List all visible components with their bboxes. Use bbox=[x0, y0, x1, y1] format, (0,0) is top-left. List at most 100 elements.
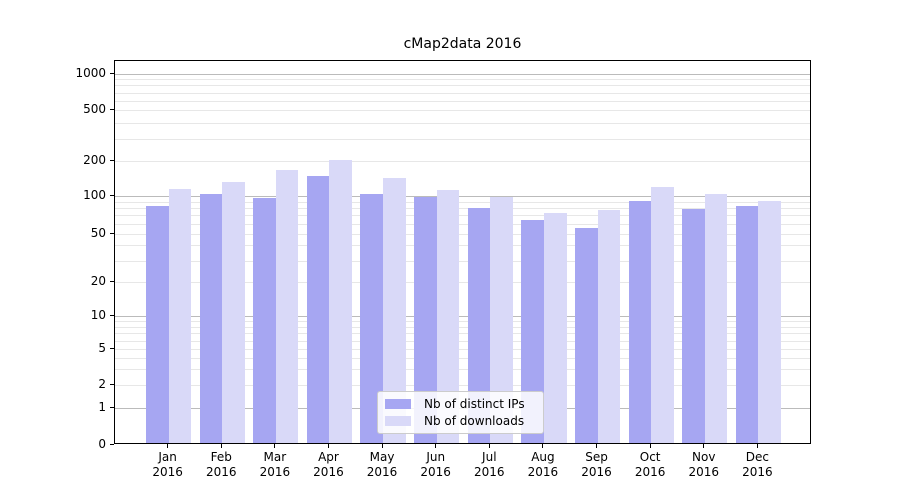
x-tick-year: 2016 bbox=[634, 465, 666, 479]
x-tick-month: Apr bbox=[318, 450, 339, 464]
legend-label-distinct-ips: Nb of distinct IPs bbox=[424, 397, 525, 411]
x-tick-label: Jun 2016 bbox=[409, 450, 463, 480]
x-tick-month: Jul bbox=[482, 450, 497, 464]
x-tick-mark bbox=[542, 444, 544, 448]
y-tick-mark bbox=[110, 160, 114, 161]
x-tick-mark bbox=[274, 444, 276, 448]
minor-gridline bbox=[115, 333, 810, 335]
bar-downloads-feb bbox=[222, 182, 245, 443]
x-tick-year: 2016 bbox=[366, 465, 398, 479]
x-tick-month: Nov bbox=[692, 450, 716, 464]
x-tick-label: May 2016 bbox=[355, 450, 409, 480]
y-tick-label: 2 bbox=[98, 377, 106, 391]
minor-gridline bbox=[115, 110, 810, 112]
minor-gridline bbox=[115, 260, 810, 262]
bar-downloads-jan bbox=[168, 189, 192, 443]
x-tick-year: 2016 bbox=[152, 465, 183, 479]
x-tick-year: 2016 bbox=[581, 465, 612, 479]
minor-gridline bbox=[115, 215, 810, 217]
minor-gridline bbox=[115, 201, 810, 203]
minor-gridline bbox=[115, 161, 810, 162]
x-tick-month: May bbox=[369, 450, 395, 464]
y-tick-label: 200 bbox=[83, 153, 106, 167]
y-tick-mark bbox=[110, 407, 114, 408]
bar-distinct-ips-jul bbox=[467, 208, 491, 443]
x-tick-label: Feb 2016 bbox=[194, 450, 248, 480]
plot-area bbox=[114, 60, 811, 444]
x-tick-label: Mar 2016 bbox=[248, 450, 302, 480]
x-tick-mark bbox=[596, 444, 598, 448]
y-tick-mark bbox=[110, 73, 114, 74]
x-tick-mark bbox=[327, 444, 329, 448]
minor-gridline bbox=[115, 92, 810, 94]
bar-distinct-ips-oct bbox=[628, 200, 652, 443]
bar-distinct-ips-jan bbox=[146, 206, 169, 443]
bar-distinct-ips-sep bbox=[574, 227, 598, 443]
y-tick-mark bbox=[110, 348, 114, 349]
x-tick-label: Jul 2016 bbox=[462, 450, 516, 480]
y-tick-mark bbox=[110, 384, 114, 385]
x-tick-label: Dec 2016 bbox=[730, 450, 784, 480]
y-tick-label: 100 bbox=[83, 188, 106, 202]
x-tick-label: Sep 2016 bbox=[570, 450, 624, 480]
x-tick-mark bbox=[488, 444, 490, 448]
x-tick-year: 2016 bbox=[313, 465, 344, 479]
minor-gridline bbox=[115, 208, 810, 210]
x-tick-month: Feb bbox=[210, 450, 232, 464]
y-tick-mark bbox=[110, 315, 114, 316]
minor-gridline bbox=[115, 100, 810, 102]
bar-downloads-jun bbox=[436, 190, 460, 443]
bar-distinct-ips-may bbox=[360, 194, 384, 443]
bar-downloads-nov bbox=[704, 194, 728, 443]
x-tick-mark bbox=[220, 444, 222, 448]
y-tick-label: 1000 bbox=[75, 65, 106, 80]
legend: Nb of distinct IPs Nb of downloads bbox=[377, 391, 544, 434]
legend-item-downloads: Nb of downloads bbox=[378, 415, 543, 427]
minor-gridline bbox=[115, 138, 810, 140]
legend-item-distinct-ips: Nb of distinct IPs bbox=[378, 398, 543, 410]
x-tick-label: Nov 2016 bbox=[677, 450, 731, 480]
x-tick-month: Jan bbox=[158, 450, 177, 464]
major-gridline bbox=[115, 73, 810, 75]
bar-distinct-ips-feb bbox=[199, 194, 223, 443]
minor-gridline bbox=[115, 321, 810, 323]
bar-distinct-ips-jun bbox=[414, 196, 437, 443]
x-tick-month: Mar bbox=[263, 450, 287, 464]
x-tick-month: Oct bbox=[639, 450, 661, 464]
minor-gridline bbox=[115, 340, 810, 342]
x-tick-month: Aug bbox=[531, 450, 555, 464]
major-gridline bbox=[115, 196, 810, 197]
x-tick-year: 2016 bbox=[688, 465, 720, 479]
x-tick-label: Aug 2016 bbox=[516, 450, 570, 480]
y-tick-label: 5 bbox=[98, 341, 106, 356]
y-tick-label: 1 bbox=[98, 400, 106, 415]
bar-downloads-aug bbox=[543, 213, 567, 443]
bar-distinct-ips-nov bbox=[682, 208, 705, 443]
minor-gridline bbox=[115, 245, 810, 247]
bar-distinct-ips-aug bbox=[521, 220, 544, 443]
bar-distinct-ips-apr bbox=[306, 175, 330, 443]
minor-gridline bbox=[115, 282, 810, 283]
x-tick-label: Apr 2016 bbox=[301, 450, 355, 480]
y-tick-label: 500 bbox=[83, 102, 106, 117]
x-tick-month: Jun bbox=[426, 450, 446, 464]
minor-gridline bbox=[115, 349, 810, 351]
x-tick-mark bbox=[435, 444, 437, 448]
y-tick-label: 20 bbox=[90, 274, 106, 288]
x-tick-mark bbox=[703, 444, 705, 448]
y-tick-label: 50 bbox=[90, 225, 106, 240]
minor-gridline bbox=[115, 79, 810, 81]
minor-gridline bbox=[115, 326, 810, 328]
y-tick-mark bbox=[110, 109, 114, 110]
x-tick-label: Oct 2016 bbox=[623, 450, 677, 480]
minor-gridline bbox=[115, 385, 810, 386]
x-tick-year: 2016 bbox=[205, 465, 237, 479]
minor-gridline bbox=[115, 233, 810, 235]
y-tick-mark bbox=[110, 281, 114, 282]
x-tick-year: 2016 bbox=[474, 465, 505, 479]
y-tick-label: 0 bbox=[98, 437, 106, 451]
y-tick-mark bbox=[110, 195, 114, 196]
minor-gridline bbox=[115, 85, 810, 87]
chart-title: cMap2data 2016 bbox=[403, 36, 522, 52]
